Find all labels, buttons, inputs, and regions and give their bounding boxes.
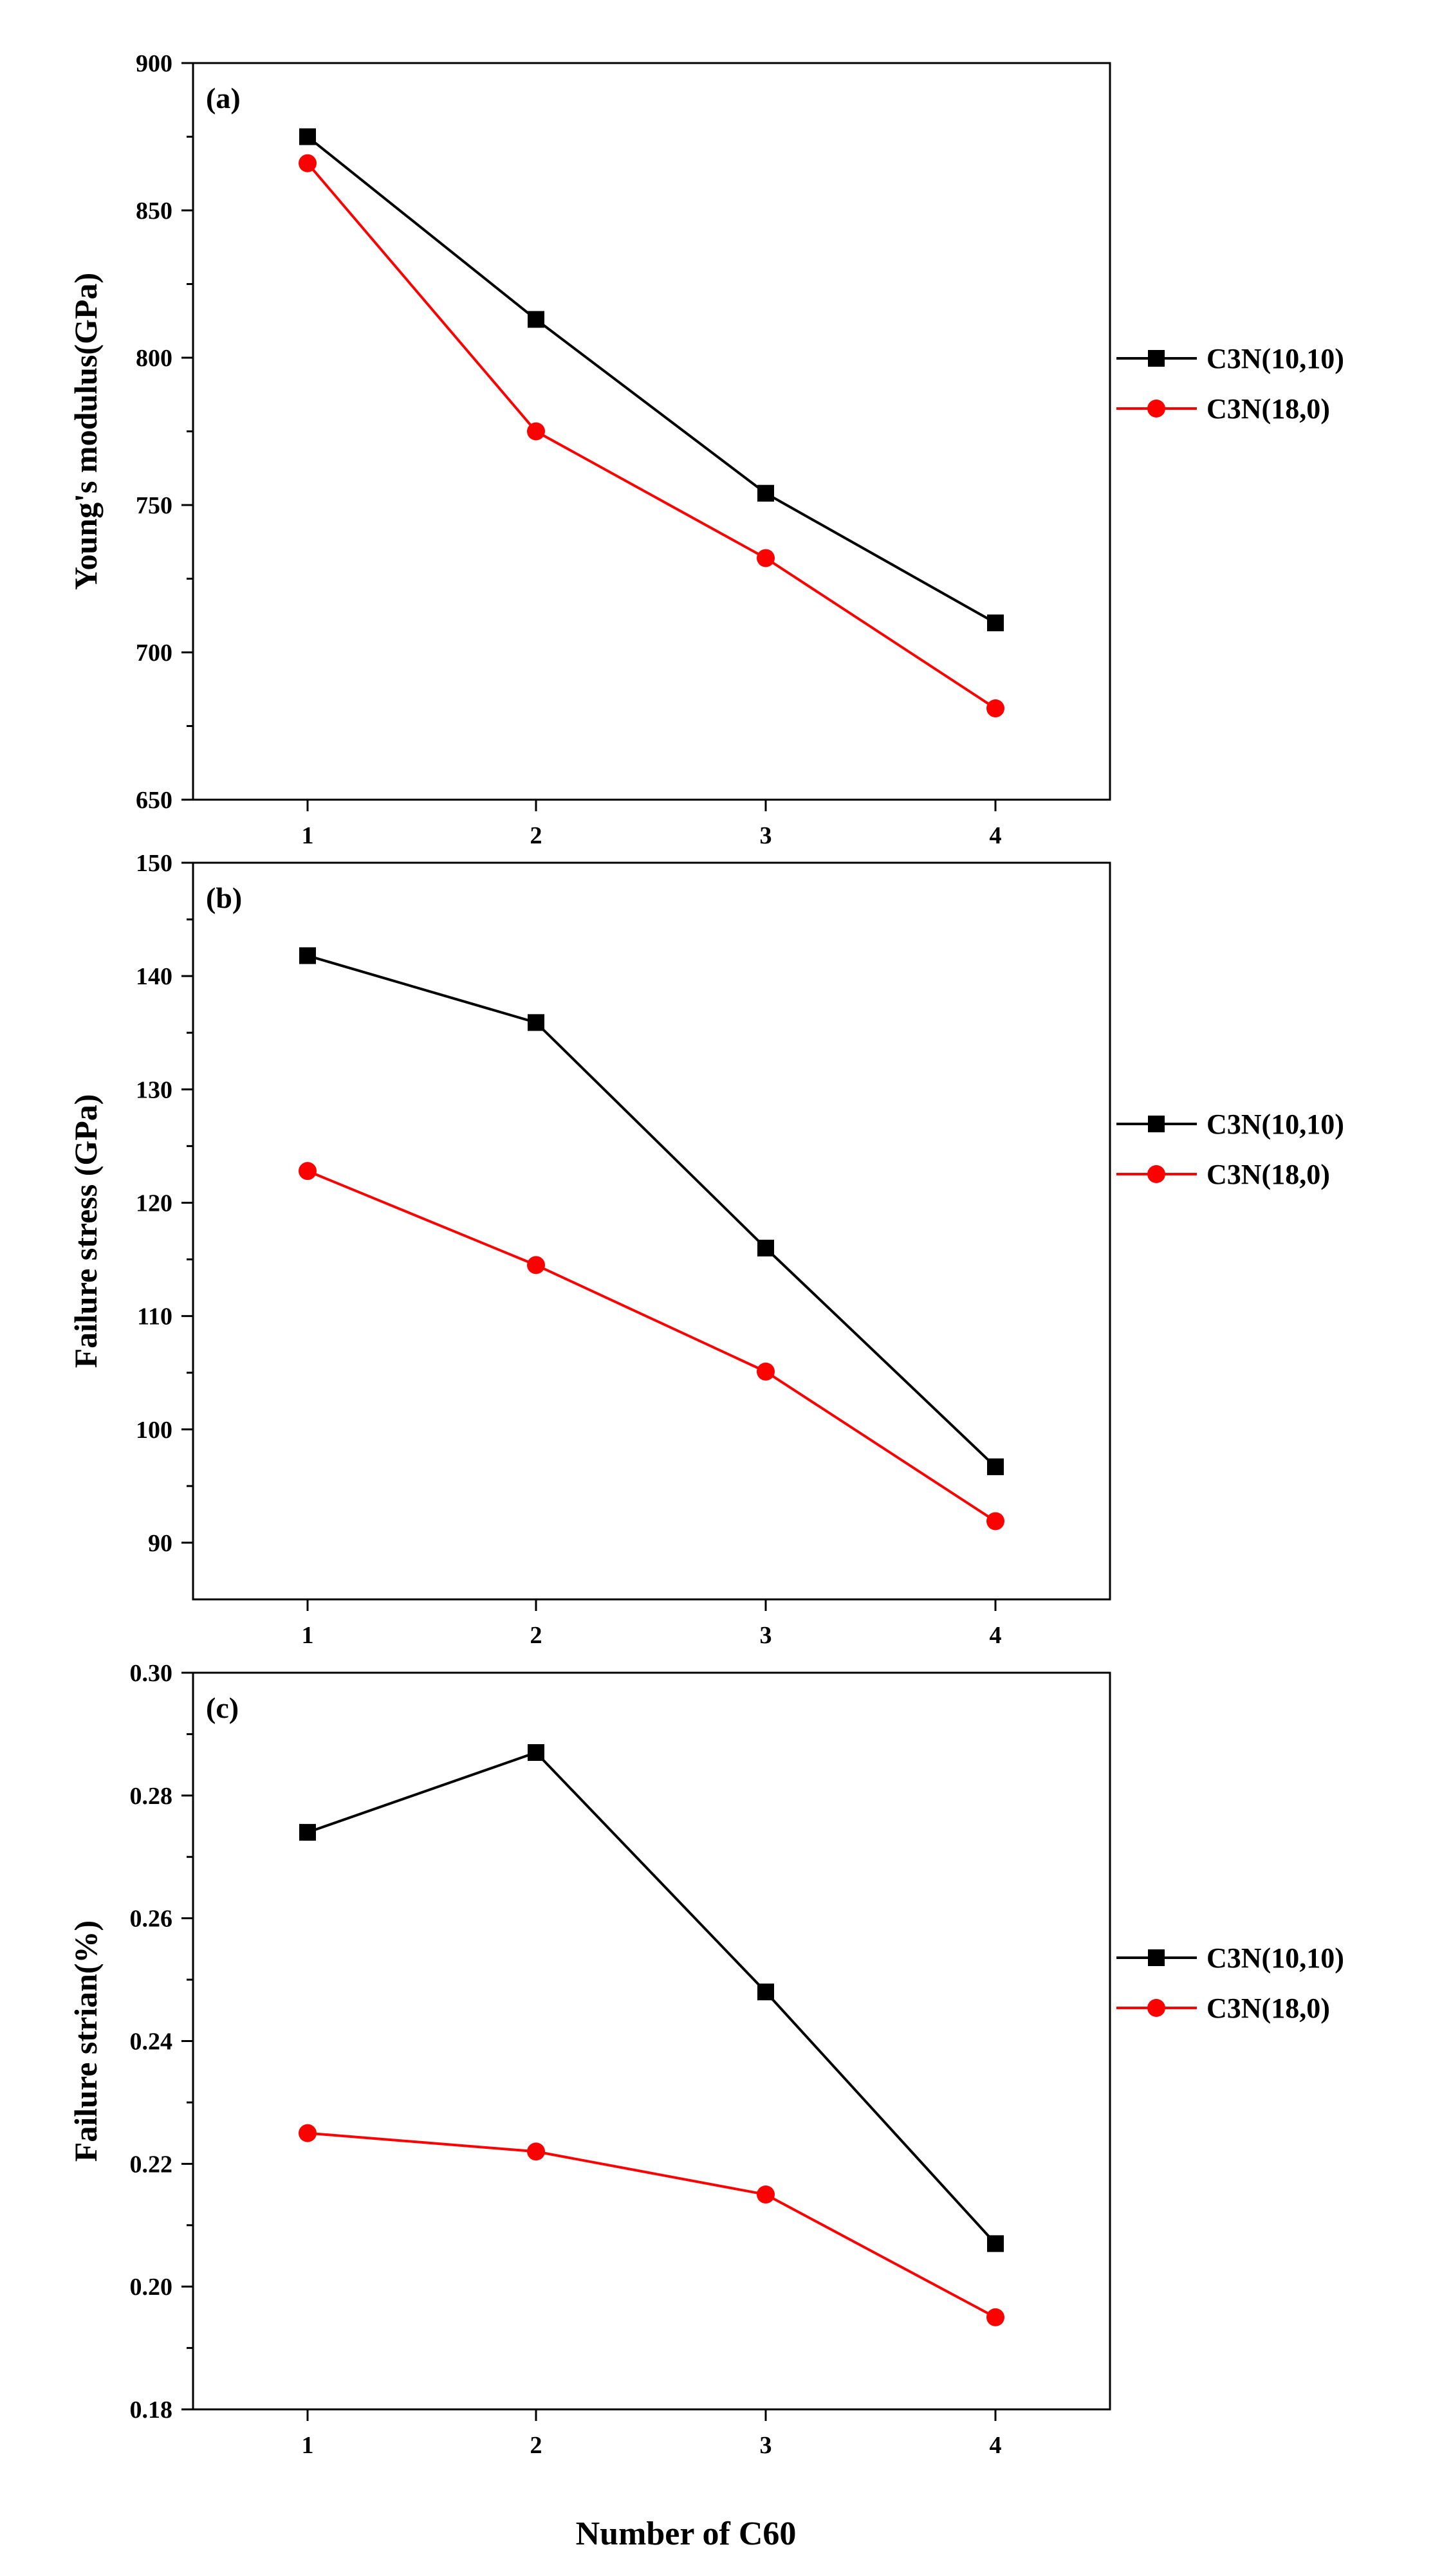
y-tick-label: 0.24 — [130, 2029, 173, 2056]
y-tick-label: 900 — [136, 50, 172, 77]
x-tick-label: 1 — [302, 2432, 314, 2459]
series-marker-square — [299, 128, 316, 145]
y-tick-label: 0.28 — [130, 1783, 173, 1810]
legend-label: C3N(10,10) — [1206, 1109, 1344, 1140]
series-line — [306, 135, 996, 624]
series-marker-square — [757, 484, 774, 502]
legend-label: C3N(18,0) — [1206, 1992, 1330, 2024]
legend-label: C3N(18,0) — [1206, 1159, 1330, 1190]
x-tick-label: 2 — [530, 2432, 542, 2459]
series-line — [307, 1751, 997, 2245]
y-tick-label: 100 — [136, 1417, 172, 1444]
panel-label: (a) — [206, 82, 241, 115]
y-tick-label: 140 — [136, 963, 172, 990]
y-tick-label: 0.18 — [130, 2397, 173, 2424]
series-marker-circle — [527, 1256, 545, 1274]
series-marker-square — [299, 1824, 316, 1841]
y-tick-label: 700 — [136, 639, 172, 667]
y-tick-label: 0.20 — [130, 2274, 173, 2301]
panels: 650 700 750 800 850 900 1 2 3 4 Young's modulus(GP… — [68, 50, 1344, 2459]
legend-label: C3N(10,10) — [1206, 343, 1344, 374]
series-marker-circle — [299, 2124, 317, 2142]
series-marker-circle — [757, 1362, 775, 1381]
y-tick-label: 150 — [136, 850, 172, 877]
x-tick-label: 1 — [302, 822, 314, 849]
legend-marker-square — [1148, 350, 1165, 367]
series-marker-circle — [527, 422, 545, 441]
y-tick-label: 0.22 — [130, 2151, 173, 2178]
panel-label: (c) — [206, 1691, 239, 1724]
series-marker-square — [987, 1458, 1004, 1475]
y-tick-label: 130 — [136, 1076, 172, 1103]
plot-frame — [192, 861, 1111, 1601]
series-marker-square — [757, 1239, 774, 1256]
legend-marker-square — [1148, 1116, 1165, 1132]
y-tick-label: 120 — [136, 1190, 172, 1217]
y-tick-label: 110 — [137, 1303, 172, 1330]
series-line — [306, 162, 997, 710]
series-marker-square — [528, 311, 544, 328]
series-marker-circle — [986, 1512, 1004, 1531]
legend-marker-square — [1148, 1949, 1165, 1966]
series-marker-circle — [986, 699, 1004, 718]
y-tick-label: 800 — [136, 345, 172, 372]
y-tick-label: 650 — [136, 787, 172, 814]
panel-label: (b) — [206, 881, 242, 914]
series-line — [307, 1170, 997, 1523]
series-line — [307, 2131, 996, 2319]
legend-marker-circle — [1147, 1165, 1165, 1183]
series-marker-circle — [986, 2308, 1004, 2326]
y-tick-label: 90 — [148, 1530, 172, 1557]
x-tick-label: 3 — [760, 1622, 772, 1649]
series-marker-circle — [527, 2142, 545, 2161]
series-marker-circle — [757, 549, 775, 567]
x-axis-label: Number of C60 — [576, 2516, 797, 2552]
legend-label: C3N(10,10) — [1206, 1942, 1344, 1974]
chart-panel-c: 0.18 0.20 0.22 0.24 0.26 0.28 0.30 1 2 3 4 Failure … — [68, 1660, 1344, 2459]
y-tick-label: 0.26 — [130, 1906, 173, 1933]
y-tick-label: 0.30 — [130, 1660, 173, 1687]
series-marker-circle — [757, 2185, 775, 2204]
y-tick-label: 750 — [136, 492, 172, 519]
series-marker-square — [528, 1014, 544, 1031]
series-marker-square — [987, 614, 1004, 632]
x-tick-label: 4 — [990, 2432, 1002, 2459]
x-tick-label: 3 — [760, 822, 772, 849]
y-axis-label: Young's modulus(GPa) — [68, 273, 104, 590]
y-axis-label: Failure stress (GPa) — [68, 1094, 104, 1368]
legend-marker-circle — [1147, 400, 1165, 418]
chart-panel-b: 90 100 110 120 130 140 150 1 2 3 4 Failure stress (… — [68, 850, 1344, 1649]
chart-panel-a: 650 700 750 800 850 900 1 2 3 4 Young's modulus(GP… — [68, 50, 1344, 849]
x-tick-label: 2 — [530, 822, 542, 849]
x-tick-label: 4 — [990, 1622, 1002, 1649]
y-tick-label: 850 — [136, 198, 172, 225]
series-line — [307, 954, 997, 1468]
x-tick-label: 2 — [530, 1622, 542, 1649]
series-marker-square — [299, 947, 316, 964]
series-marker-square — [528, 1744, 544, 1762]
series-marker-square — [987, 2235, 1004, 2252]
y-axis-label: Failure strian(%) — [68, 1920, 104, 2162]
x-tick-label: 4 — [990, 822, 1002, 849]
legend-marker-circle — [1147, 1999, 1165, 2017]
x-tick-label: 3 — [760, 2432, 772, 2459]
series-marker-square — [757, 1983, 774, 2001]
series-marker-circle — [299, 1162, 317, 1181]
x-tick-label: 1 — [302, 1622, 314, 1649]
legend-label: C3N(18,0) — [1206, 393, 1330, 425]
series-marker-circle — [299, 154, 317, 172]
